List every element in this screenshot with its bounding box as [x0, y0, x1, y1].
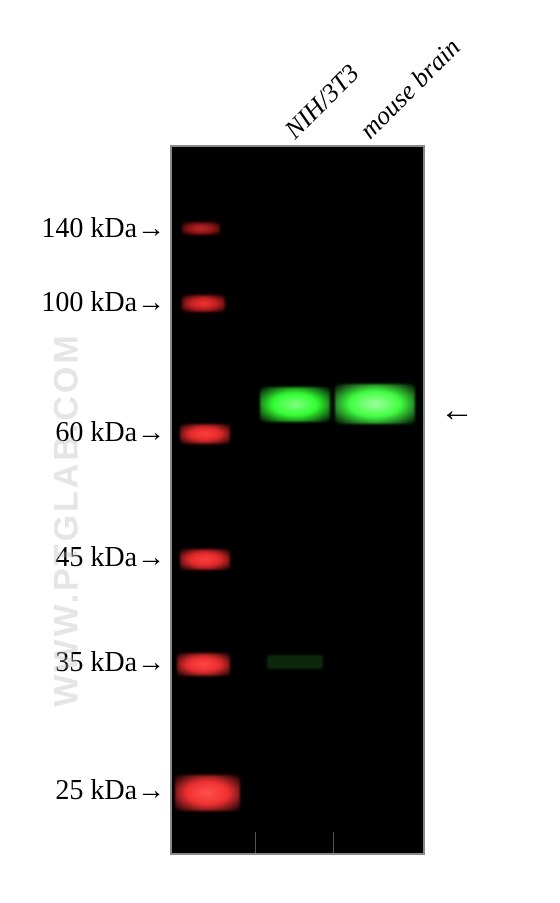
faint-band-0 — [267, 655, 322, 669]
lane-divider-0 — [255, 832, 256, 853]
target-band-arrow: ← — [440, 392, 474, 430]
mw-label-60: 60 kDa→ — [20, 417, 165, 449]
lane-label-1: NIH/3T3 — [279, 58, 366, 145]
blot-inner — [172, 147, 423, 853]
ladder-band-0 — [182, 222, 220, 235]
ladder-band-1 — [182, 295, 225, 312]
mw-label-35: 35 kDa→ — [20, 647, 165, 679]
blot-image — [170, 145, 425, 855]
mw-label-25: 25 kDa→ — [20, 775, 165, 807]
figure-container: NIH/3T3 mouse brain 140 kDa→ 100 kDa→ 60… — [0, 0, 560, 903]
ladder-band-4 — [177, 653, 230, 676]
ladder-band-2 — [180, 424, 230, 444]
mw-label-45: 45 kDa→ — [20, 542, 165, 574]
lane-label-2: mouse brain — [354, 32, 467, 145]
ladder-band-3 — [180, 549, 230, 570]
lane-divider-1 — [333, 832, 334, 853]
mw-label-100: 100 kDa→ — [20, 287, 165, 319]
mw-label-140: 140 kDa→ — [20, 213, 165, 245]
sample-band-0 — [260, 387, 330, 422]
sample-band-1 — [335, 384, 415, 425]
ladder-band-5 — [175, 775, 240, 810]
